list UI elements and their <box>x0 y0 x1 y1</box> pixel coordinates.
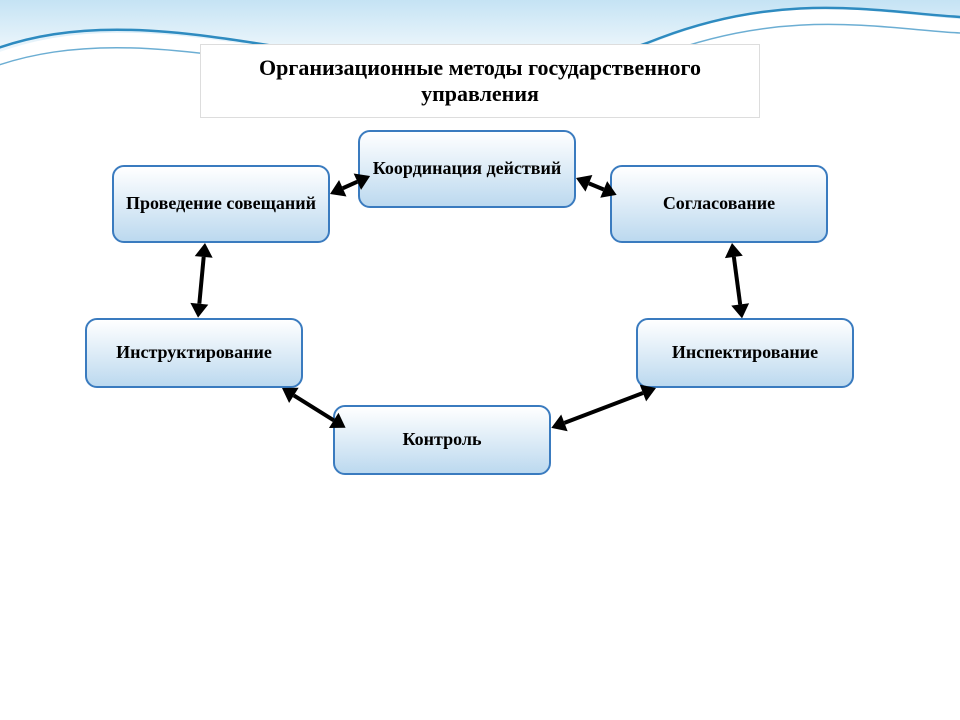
diagram-stage: Организационные методы государственного … <box>0 0 960 720</box>
diagram-title-text: Организационные методы государственного … <box>259 55 701 106</box>
node-label: Инструктирование <box>116 342 272 364</box>
node-label: Координация действий <box>373 158 562 180</box>
node-control: Контроль <box>333 405 551 475</box>
diagram-title: Организационные методы государственного … <box>200 44 760 118</box>
node-coordination: Координация действий <box>358 130 576 208</box>
node-instructing: Инструктирование <box>85 318 303 388</box>
node-label: Проведение совещаний <box>126 193 316 215</box>
node-approval: Согласование <box>610 165 828 243</box>
node-label: Согласование <box>663 193 775 215</box>
node-meetings: Проведение совещаний <box>112 165 330 243</box>
node-label: Контроль <box>403 429 482 451</box>
node-inspecting: Инспектирование <box>636 318 854 388</box>
node-label: Инспектирование <box>672 342 818 364</box>
